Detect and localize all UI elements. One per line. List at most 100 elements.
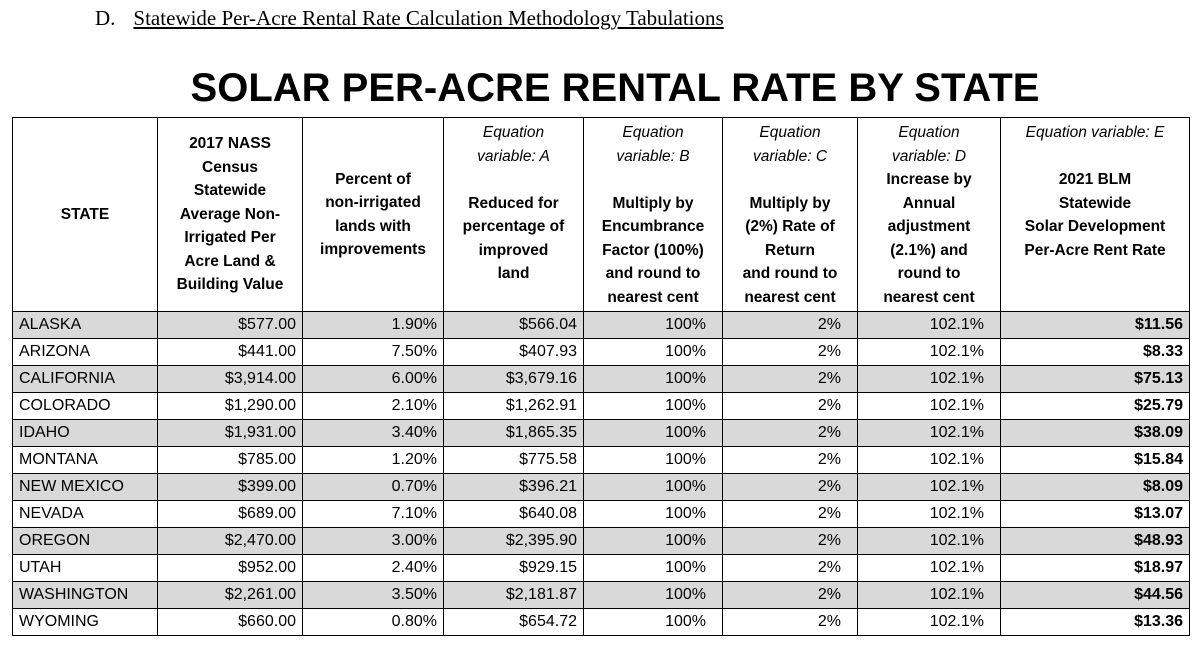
section-title: Statewide Per-Acre Rental Rate Calculati… — [133, 6, 724, 30]
state-cell: WYOMING — [12, 608, 158, 636]
equation-variable: variable: D — [891, 147, 967, 165]
header-line: round to — [897, 265, 961, 282]
value-cell: $3,679.16 — [443, 365, 584, 393]
header-line: Building Value — [176, 276, 284, 294]
equation-variable: Equation variable: E — [1025, 124, 1165, 141]
header-line: Acre Land & — [184, 252, 276, 270]
value-cell: 2% — [722, 446, 858, 474]
value-cell: $396.21 — [443, 473, 584, 501]
value-cell: $13.36 — [1000, 608, 1190, 636]
value-cell: $785.00 — [157, 446, 303, 474]
table-row: CALIFORNIA $3,914.00 6.00% $3,679.16 100% 2% 1… — [12, 365, 1190, 393]
value-cell: 102.1% — [857, 365, 1001, 393]
header-line: non-irrigated — [325, 194, 421, 211]
header-line: Census — [202, 158, 258, 176]
equation-variable: Equation — [898, 124, 960, 141]
value-cell: $1,290.00 — [157, 392, 303, 420]
value-cell: $75.13 — [1000, 365, 1190, 393]
value-cell: 100% — [583, 392, 723, 420]
value-cell: 3.50% — [302, 581, 444, 609]
column-header: STATE — [12, 117, 158, 312]
value-cell: $1,865.35 — [443, 419, 584, 447]
value-cell: 100% — [583, 338, 723, 366]
value-cell: $775.58 — [443, 446, 584, 474]
value-cell: 2% — [722, 500, 858, 528]
value-cell: 100% — [583, 446, 723, 474]
header-line: Statewide — [193, 182, 267, 200]
equation-variable: Equation — [759, 124, 821, 141]
equation-variable: variable: A — [477, 147, 550, 165]
value-cell: 3.40% — [302, 419, 444, 447]
header-line: Annual — [902, 194, 956, 212]
table-row: UTAH $952.00 2.40% $929.15 100% 2% 102.1% $18.9… — [12, 554, 1190, 582]
table-row: OREGON $2,470.00 3.00% $2,395.90 100% 2% 102.1… — [12, 527, 1190, 555]
value-cell: 100% — [583, 608, 723, 636]
value-cell: $13.07 — [1000, 500, 1190, 528]
table-row: ALASKA $577.00 1.90% $566.04 100% 2% 102.1% $11… — [12, 311, 1190, 339]
state-cell: NEW MEXICO — [12, 473, 158, 501]
header-line: Statewide — [1058, 194, 1132, 212]
state-cell: CALIFORNIA — [12, 365, 158, 393]
value-cell: 2% — [722, 365, 858, 393]
value-cell: $2,470.00 — [157, 527, 303, 555]
value-cell: 102.1% — [857, 419, 1001, 447]
value-cell: $1,931.00 — [157, 419, 303, 447]
value-cell: 2% — [722, 554, 858, 582]
value-cell: $577.00 — [157, 311, 303, 339]
equation-variable: Equation — [622, 124, 684, 141]
header-row: STATE 2017 NASS Census Statewide Average Non… — [12, 117, 1190, 312]
table-row: WASHINGTON $2,261.00 3.50% $2,181.87 100% 2% 1… — [12, 581, 1190, 609]
column-header: 2017 NASS Census Statewide Average Non- Irri… — [157, 117, 303, 312]
value-cell: 102.1% — [857, 338, 1001, 366]
header-line: nearest cent — [607, 288, 699, 306]
value-cell: $2,181.87 — [443, 581, 584, 609]
header-line: improvements — [320, 241, 426, 258]
header-line: Percent of — [335, 170, 411, 188]
header-line: adjustment — [887, 218, 971, 235]
header-line: (2%) Rate of — [745, 218, 835, 235]
value-cell: 6.00% — [302, 365, 444, 393]
value-cell: 0.70% — [302, 473, 444, 501]
value-cell: 102.1% — [857, 473, 1001, 501]
value-cell: 7.10% — [302, 500, 444, 528]
value-cell: $399.00 — [157, 473, 303, 501]
value-cell: $18.97 — [1000, 554, 1190, 582]
header-line: 2017 NASS — [189, 135, 271, 153]
state-cell: WASHINGTON — [12, 581, 158, 609]
value-cell: $441.00 — [157, 338, 303, 366]
header-line: Average Non- — [179, 205, 281, 223]
table-title: SOLAR PER-ACRE RENTAL RATE BY STATE — [190, 66, 1040, 110]
value-cell: $1,262.91 — [443, 392, 584, 420]
rate-table: STATE 2017 NASS Census Statewide Average Non… — [12, 117, 1190, 636]
value-cell: $689.00 — [157, 500, 303, 528]
table-row: IDAHO $1,931.00 3.40% $1,865.35 100% 2% 102.1%… — [12, 419, 1190, 447]
value-cell: $15.84 — [1000, 446, 1190, 474]
column-header: Equation variable: B Multiply by Encumbranc… — [583, 117, 723, 312]
value-cell: 102.1% — [857, 446, 1001, 474]
header-line: Solar Development — [1024, 218, 1166, 235]
state-cell: ARIZONA — [12, 338, 158, 366]
state-cell: OREGON — [12, 527, 158, 555]
value-cell: 100% — [583, 527, 723, 555]
value-cell: $640.08 — [443, 500, 584, 528]
value-cell: 100% — [583, 554, 723, 582]
header-line: land — [497, 265, 530, 282]
value-cell: $407.93 — [443, 338, 584, 366]
section-heading: D. Statewide Per-Acre Rental Rate Calcula… — [95, 6, 724, 31]
table-row: NEVADA $689.00 7.10% $640.08 100% 2% 102.1% $13… — [12, 500, 1190, 528]
value-cell: 102.1% — [857, 608, 1001, 636]
table-row: MONTANA $785.00 1.20% $775.58 100% 2% 102.1% $1… — [12, 446, 1190, 474]
header-line: Multiply by — [612, 194, 694, 212]
value-cell: 2% — [722, 311, 858, 339]
state-cell: UTAH — [12, 554, 158, 582]
header-line: Multiply by — [749, 194, 831, 212]
table-row: COLORADO $1,290.00 2.10% $1,262.91 100% 2% 102… — [12, 392, 1190, 420]
value-cell: 2.40% — [302, 554, 444, 582]
value-cell: 2% — [722, 392, 858, 420]
value-cell: 100% — [583, 473, 723, 501]
value-cell: 7.50% — [302, 338, 444, 366]
value-cell: $660.00 — [157, 608, 303, 636]
state-cell: NEVADA — [12, 500, 158, 528]
value-cell: 100% — [583, 500, 723, 528]
value-cell: 2% — [722, 608, 858, 636]
